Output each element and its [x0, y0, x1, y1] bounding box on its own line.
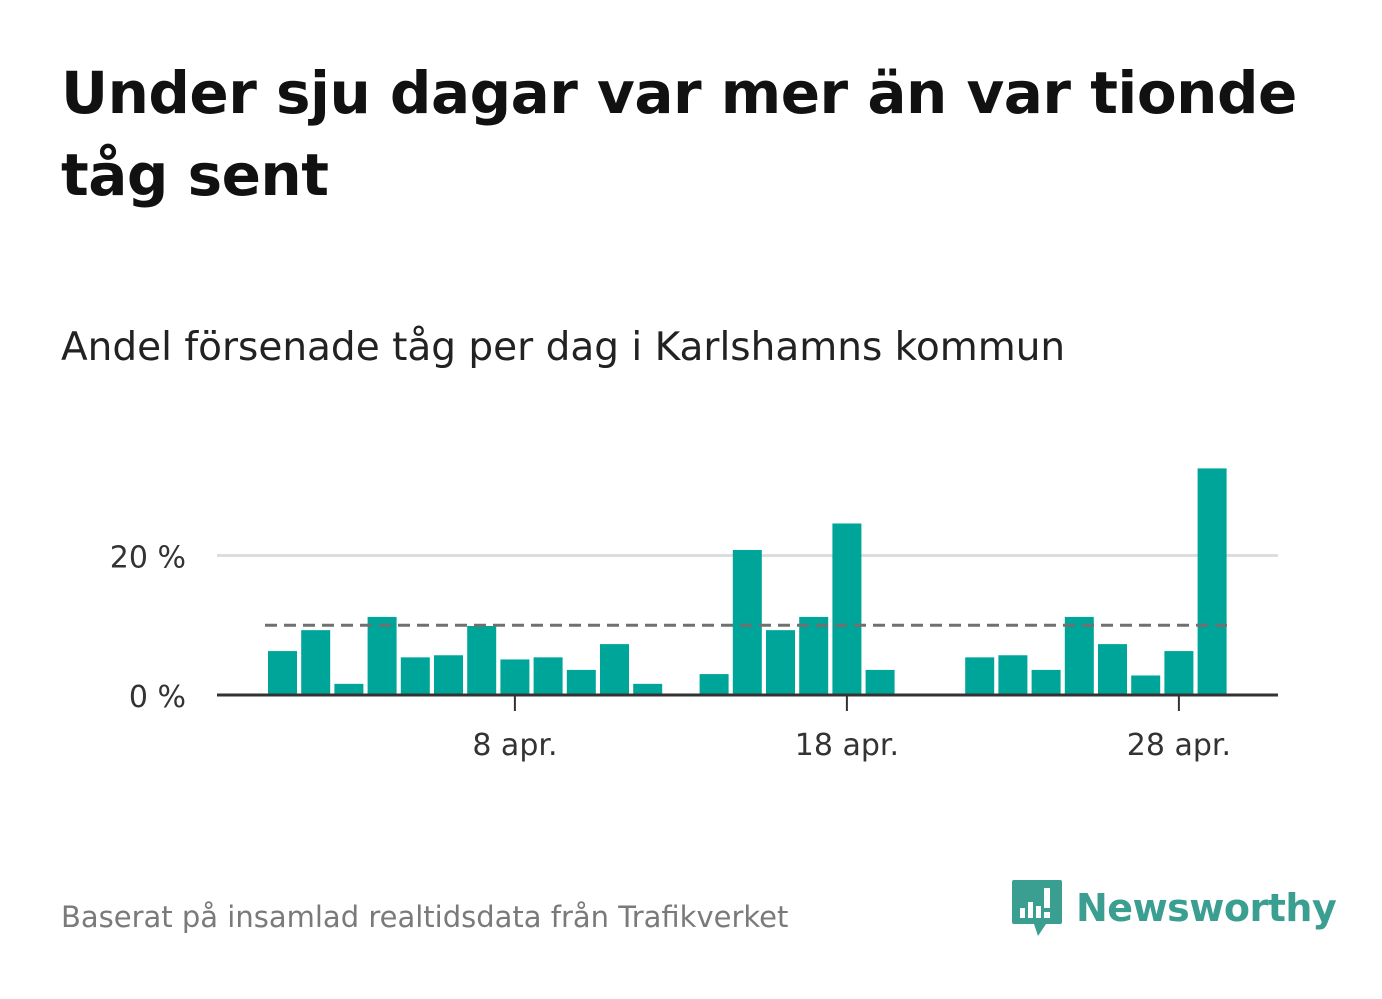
bar: [998, 655, 1028, 695]
bar: [500, 659, 530, 695]
bar: [1131, 675, 1161, 695]
bar: [799, 616, 829, 695]
bar: [367, 616, 397, 695]
y-tick-label: 20 %: [110, 541, 186, 576]
newsworthy-logo-icon: [1012, 880, 1062, 936]
bar: [566, 669, 596, 695]
bar: [732, 549, 762, 695]
x-tick-label: 28 apr.: [1127, 728, 1231, 763]
bar: [865, 669, 895, 695]
bar: [301, 630, 331, 695]
bar: [434, 655, 463, 695]
bar: [334, 683, 364, 695]
source-note: Baserat på insamlad realtidsdata från Tr…: [61, 900, 789, 934]
newsworthy-logo: Newsworthy: [1010, 878, 1337, 938]
bar: [1031, 669, 1061, 695]
bar: [766, 630, 795, 695]
chart-subtitle: Andel försenade tåg per dag i Karlshamns…: [61, 325, 1066, 370]
bar: [965, 657, 995, 695]
bar: [1164, 651, 1194, 695]
x-tick-label: 18 apr.: [795, 728, 899, 763]
y-tick-label: 0 %: [129, 680, 186, 715]
axis-layer: 0 % 20 % 8 apr. 18 apr. 28 apr.: [110, 541, 1278, 763]
bars-layer: [268, 468, 1227, 695]
bar: [699, 674, 729, 695]
bar: [467, 625, 497, 695]
chart-title: Under sju dagar var mer än var tionde tå…: [61, 59, 1297, 209]
bar: [1064, 616, 1094, 695]
bar: [1098, 644, 1127, 695]
bar: [400, 657, 430, 695]
bar: [1197, 468, 1227, 695]
bar: [600, 644, 629, 695]
bar: [268, 651, 297, 695]
bar: [832, 523, 862, 695]
x-tick-label: 8 apr.: [472, 728, 557, 763]
bar: [533, 657, 563, 695]
newsworthy-logo-text: Newsworthy: [1076, 886, 1337, 930]
bar: [633, 683, 663, 695]
